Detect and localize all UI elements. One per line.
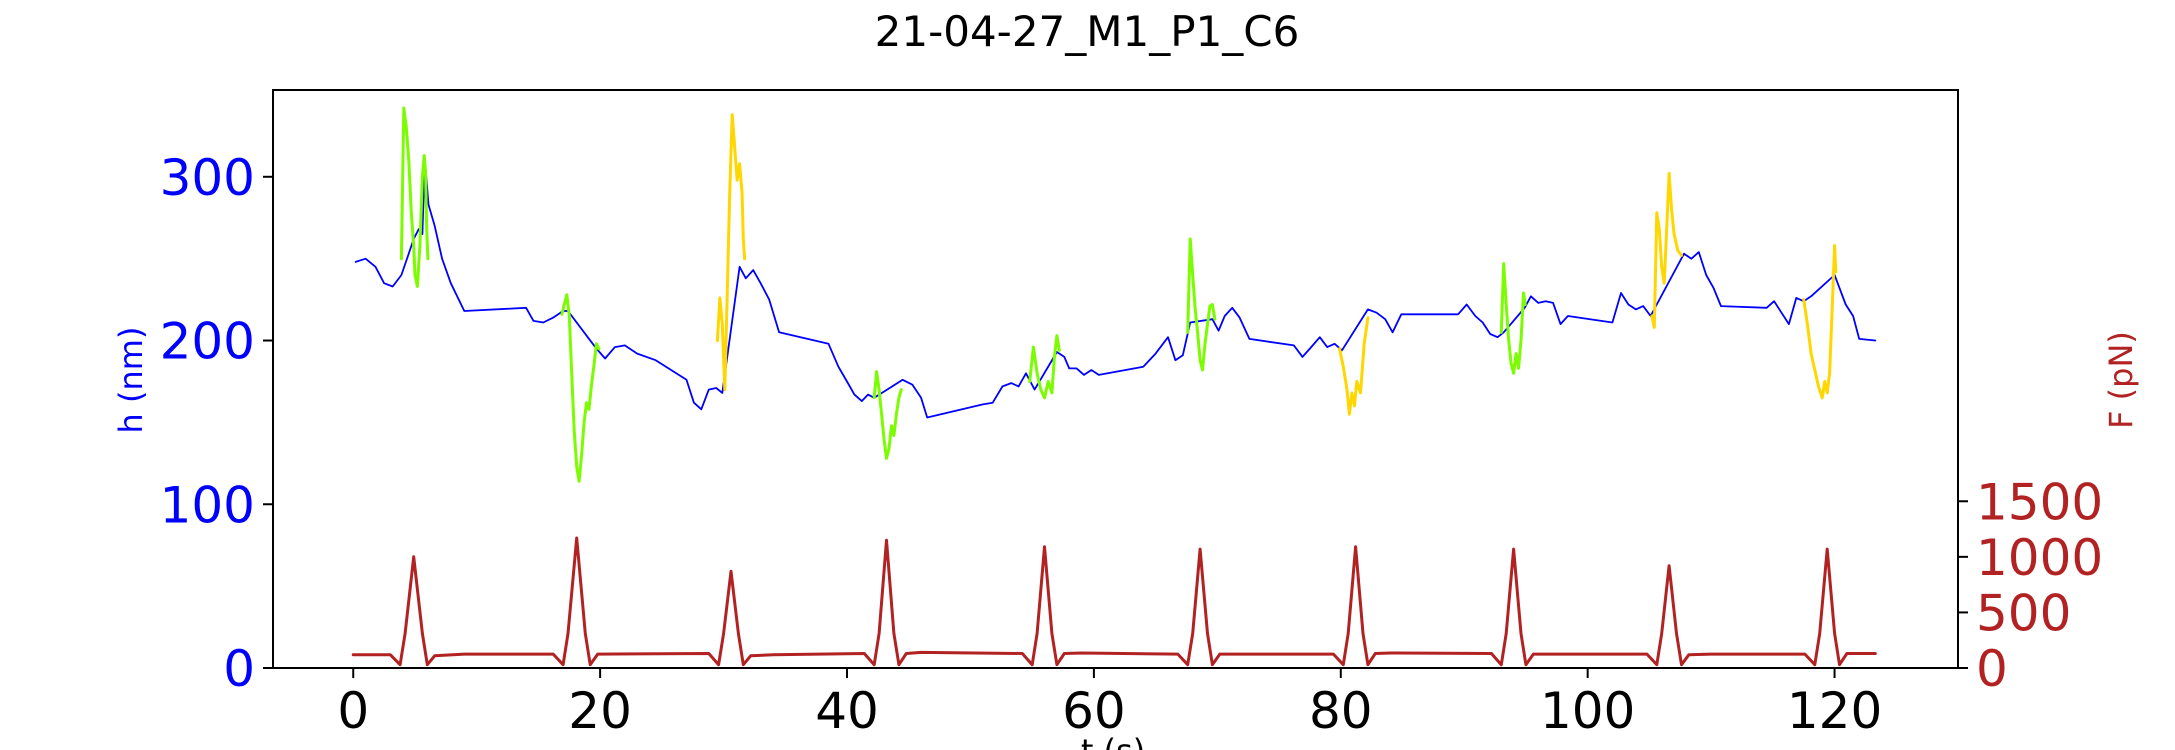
right-y-tick-label: 1500: [1976, 473, 2103, 531]
height-series-line-5: [1028, 334, 1061, 400]
right-y-tick-label: 1000: [1976, 529, 2103, 587]
height-series-line-10: [1802, 244, 1838, 400]
height-series-line-1: [399, 106, 430, 288]
x-tick-label: 60: [1062, 682, 1126, 740]
x-tick-label: 120: [1787, 682, 1882, 740]
height-series-line-4: [872, 370, 903, 460]
height-series-line-6: [1186, 237, 1217, 372]
height-series-line-8: [1499, 262, 1527, 375]
right-y-axis-label: F (pN): [2102, 331, 2140, 429]
x-tick-label: 80: [1309, 682, 1373, 740]
force-series-line: [351, 536, 1877, 667]
x-tick-label: 20: [568, 682, 632, 740]
x-tick-label: 0: [337, 682, 369, 740]
height-series-line-7: [1338, 316, 1370, 416]
left-y-tick-label: 100: [160, 476, 255, 534]
height-series-line-3: [715, 113, 747, 392]
x-axis-label: t (s): [1081, 732, 1145, 750]
left-y-tick-label: 300: [160, 149, 255, 207]
x-tick-label: 40: [815, 682, 879, 740]
height-series-line-9: [1650, 172, 1683, 329]
left-y-axis-label: h (nm): [112, 327, 150, 434]
left-y-axis-ticks: 0 100 200 300: [160, 149, 273, 698]
plot-area: [351, 106, 1877, 667]
height-series-line-0: [354, 157, 1877, 419]
right-y-tick-label: 500: [1976, 584, 2071, 642]
left-y-tick-label: 200: [160, 313, 255, 371]
left-y-tick-label: 0: [223, 640, 255, 698]
height-series-line-2: [560, 293, 601, 483]
chart-title: 21-04-27_M1_P1_C6: [875, 7, 1300, 56]
right-y-tick-label: 0: [1976, 640, 2008, 698]
plot-frame: [272, 89, 1959, 669]
x-tick-label: 100: [1540, 682, 1635, 740]
x-axis-ticks: 0 20 40 60 80 100 120: [337, 668, 1882, 740]
